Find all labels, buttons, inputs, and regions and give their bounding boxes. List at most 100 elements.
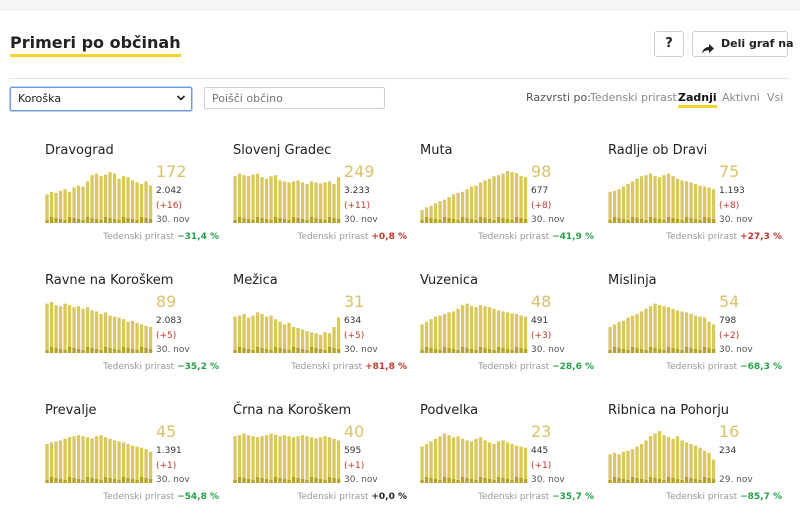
sparkline-daily-bar (442, 477, 447, 483)
sparkline-bar (246, 176, 251, 223)
weekly-growth-value: −35,7 % (552, 492, 594, 502)
sparkline-bar (451, 194, 456, 223)
municipality-search-input[interactable] (204, 87, 385, 109)
sparkline-daily-bar (644, 480, 648, 483)
sparkline-bar (99, 314, 103, 353)
sparkline-daily-bar (666, 347, 671, 353)
sparkline-daily-bar (81, 220, 85, 223)
sparkline-bar (318, 334, 323, 353)
sparkline-bar (666, 173, 671, 223)
municipality-card[interactable]: Mežica 31 634 (+5) 30. nov Tedenski prirast +… (233, 273, 413, 383)
weekly-growth-label: Tedenski prirast (103, 232, 175, 242)
sort-option-weekly-growth[interactable]: Tedenski prirast (590, 91, 677, 104)
daily-delta: (+5) (344, 331, 365, 341)
sparkline-daily-bar (675, 479, 680, 483)
municipality-card[interactable]: Mislinja 54 798 (+2) 30. nov Tedenski prirast… (608, 273, 788, 383)
sparkline-bar (510, 444, 514, 483)
sparkline-daily-bar (278, 218, 282, 223)
sparkline-daily-bar (94, 349, 99, 353)
sparkline-bar (451, 437, 456, 483)
sparkline-bar (657, 431, 662, 483)
sparkline-daily-bar (242, 478, 246, 483)
weekly-growth: Tedenski prirast −35,2 % (103, 362, 219, 372)
sparkline-bar (684, 442, 689, 483)
sparkline-bar (433, 203, 438, 223)
municipality-card[interactable]: Prevalje 45 1.391 (+1) 30. nov Tedenski prira… (45, 403, 225, 513)
sparkline-daily-bar (296, 348, 300, 353)
sparkline-bar (58, 306, 63, 353)
sparkline-bar (54, 441, 58, 483)
date-label: 30. nov (344, 345, 378, 355)
sparkline-daily-bar (255, 347, 260, 353)
latest-value: 172 (156, 162, 187, 181)
sparkline-bar (657, 305, 662, 353)
sparkline-daily-bar (626, 220, 630, 223)
municipality-card[interactable]: Vuzenica 48 491 (+3) 30. nov Tedenski prirast… (420, 273, 600, 383)
municipality-card[interactable]: Muta 98 677 (+8) 30. nov Tedenski prirast −41… (420, 143, 600, 253)
sparkline-bar (693, 315, 698, 353)
sparkline-bar (255, 312, 260, 353)
sparkline-bar (680, 311, 684, 353)
sparkline-bar (85, 181, 90, 223)
municipality-card[interactable]: Črna na Koroškem 40 595 (+1) 30. nov Tedenski… (233, 403, 413, 513)
sparkline-daily-bar (635, 218, 639, 223)
sparkline-bar (608, 327, 612, 353)
sparkline-daily-bar (327, 217, 332, 223)
sparkline-bar (318, 183, 323, 223)
weekly-growth-value: −85,7 % (740, 492, 782, 502)
sparkline-bar (67, 437, 72, 483)
sparkline-bar (49, 442, 54, 483)
sparkline-daily-bar (300, 219, 305, 223)
help-button[interactable]: ? (654, 31, 684, 57)
sparkline-bar (242, 314, 246, 353)
sparkline-bar (505, 171, 510, 223)
sparkline-chart (420, 303, 528, 353)
latest-value: 16 (719, 422, 740, 441)
sparkline-bar (148, 185, 153, 223)
municipality-card[interactable]: Podvelka 23 445 (+1) 30. nov Tedenski prirast… (420, 403, 600, 513)
sparkline-daily-bar (139, 477, 144, 483)
sparkline-bar (242, 175, 246, 223)
sparkline-daily-bar (465, 348, 469, 353)
region-select[interactable]: Koroška (10, 87, 192, 111)
sort-option-active[interactable]: Aktivni (722, 91, 760, 104)
sparkline-bar (130, 445, 135, 483)
weekly-growth: Tedenski prirast −41,9 % (478, 232, 594, 242)
sparkline-daily-bar (617, 478, 621, 483)
municipality-card[interactable]: Radlje ob Dravi 75 1.193 (+8) 30. nov Tedensk… (608, 143, 788, 253)
sparkline-chart (420, 171, 528, 223)
sparkline-daily-bar (327, 347, 332, 353)
sparkline-daily-bar (501, 348, 505, 353)
active-total: 234 (719, 446, 737, 456)
sparkline-bar (63, 438, 67, 483)
sparkline-daily-bar (260, 348, 264, 353)
sparkline-bar (323, 436, 327, 483)
sparkline-bar (474, 185, 478, 223)
sparkline-daily-bar (99, 480, 103, 483)
municipality-card[interactable]: Dravograd 172 2.042 (+16) 30. nov Tedenski pr… (45, 143, 225, 253)
sparkline-daily-bar (680, 350, 684, 353)
sparkline-daily-bar (242, 348, 246, 353)
municipality-card[interactable]: Ribnica na Pohorju 16 234 29. nov Tedenski p… (608, 403, 788, 513)
sparkline-daily-bar (309, 217, 314, 223)
sparkline-daily-bar (246, 349, 251, 353)
sparkline-daily-bar (474, 480, 478, 483)
sparkline-daily-bar (291, 217, 296, 223)
sparkline-daily-bar (478, 477, 483, 483)
sort-option-latest[interactable]: Zadnji (678, 91, 717, 108)
date-label: 30. nov (156, 215, 190, 225)
sparkline-bar (698, 316, 702, 353)
sparkline-bar (72, 436, 76, 483)
weekly-growth-label: Tedenski prirast (103, 362, 175, 372)
sort-option-all[interactable]: Vsi (767, 91, 784, 104)
sparkline-bar (675, 310, 680, 353)
sparkline-bar (332, 184, 336, 223)
latest-value: 75 (719, 162, 740, 181)
daily-delta: (+2) (719, 331, 740, 341)
sparkline-bar (90, 310, 94, 353)
municipality-card[interactable]: Ravne na Koroškem 89 2.083 (+5) 30. nov Teden… (45, 273, 225, 383)
share-button[interactable]: Deli graf na (692, 31, 794, 57)
municipality-card[interactable]: Slovenj Gradec 249 3.233 (+11) 30. nov Tedens… (233, 143, 413, 253)
weekly-growth: Tedenski prirast +27,3 % (666, 232, 782, 242)
sparkline-daily-bar (653, 348, 657, 353)
